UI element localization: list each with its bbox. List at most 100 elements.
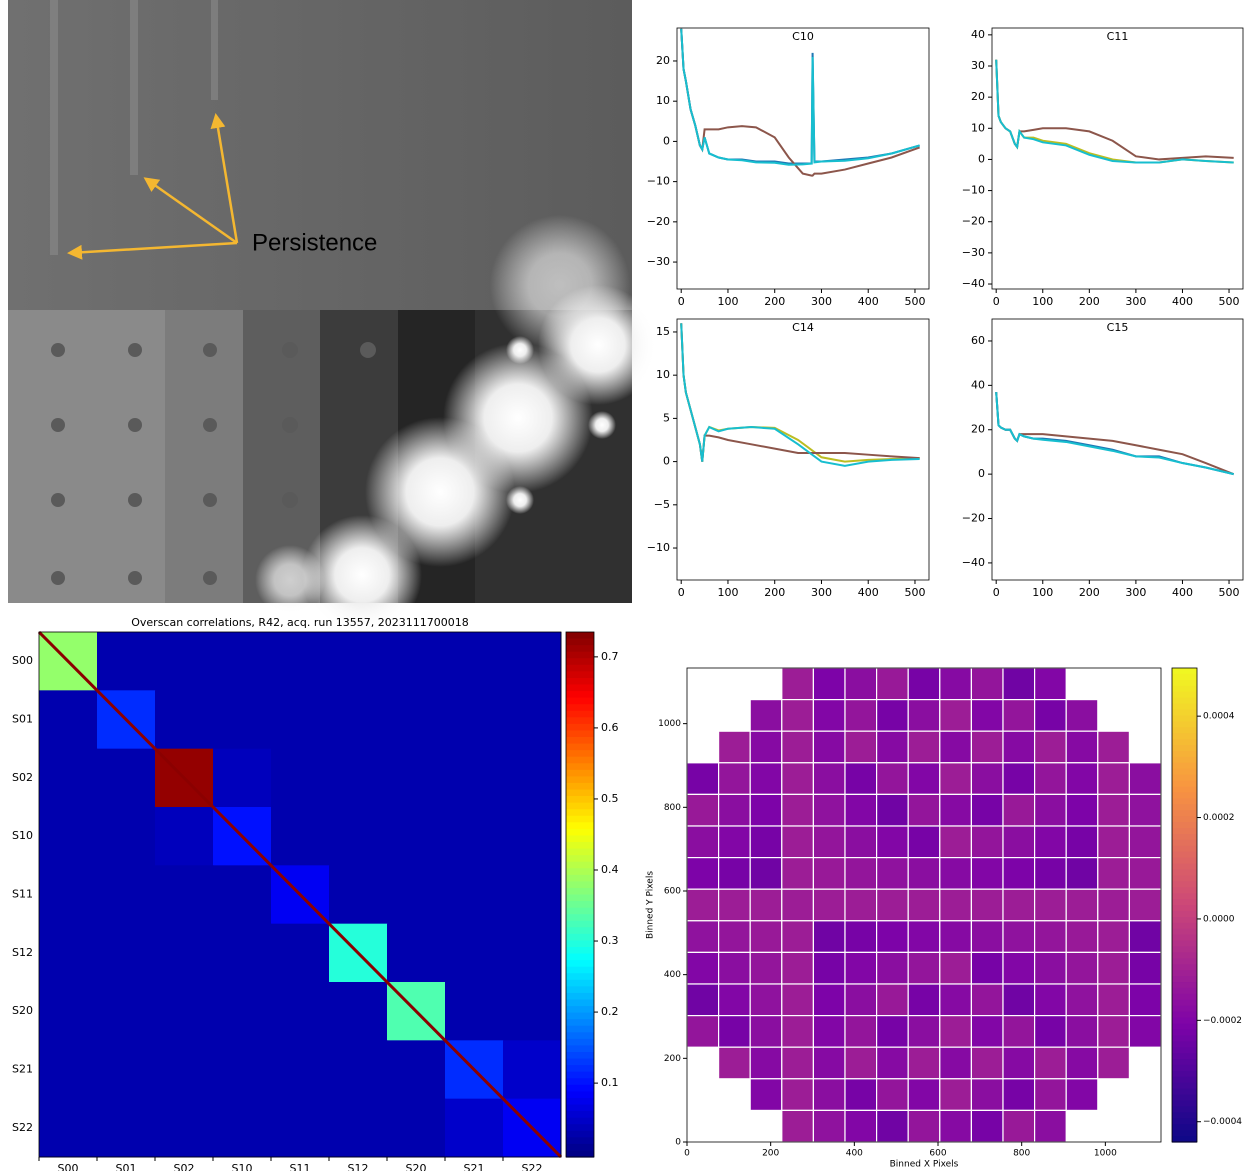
- x-tick-label: 300: [811, 295, 832, 308]
- colorbar-slice: [1172, 863, 1197, 871]
- heatmap-cell: [155, 982, 214, 1041]
- colorbar-slice: [566, 1117, 594, 1125]
- axes-frame: [676, 27, 930, 290]
- y-tick-label: −20: [962, 512, 985, 525]
- heatmap-cell: [39, 748, 98, 808]
- sensor-tile: [781, 1014, 814, 1048]
- heatmap-cell: [445, 807, 504, 866]
- sensor-tile: [812, 1078, 846, 1112]
- colorbar-slice: [1172, 1130, 1197, 1137]
- y-tick-label: 10: [656, 94, 670, 107]
- heatmap-cell: [387, 807, 446, 866]
- colorbar-frame: [1171, 667, 1198, 1143]
- colorbar-slice: [1172, 1035, 1197, 1042]
- sensor-tile: [749, 762, 783, 795]
- colorbar-slice: [1172, 952, 1197, 959]
- colorbar-slice: [1172, 999, 1197, 1007]
- sensor-tile: [749, 1046, 783, 1080]
- colorbar-slice: [566, 1124, 594, 1132]
- heatmap-cell: [329, 748, 388, 808]
- persistence-image: Persistence: [8, 0, 658, 635]
- sensor-tile: [781, 793, 814, 827]
- sensor-tile: [1002, 793, 1036, 827]
- sensor-tile: [907, 1078, 941, 1112]
- sensor-tile: [970, 888, 1004, 922]
- sensor-tile: [812, 698, 846, 732]
- colorbar-slice: [1172, 1106, 1197, 1113]
- heatmap-cell: [271, 1098, 330, 1158]
- colorbar-slice: [1172, 733, 1197, 740]
- sensor-tile: [907, 667, 941, 701]
- colorbar-slice: [566, 802, 594, 810]
- sensor-tile: [749, 888, 783, 922]
- heatmap-cell: [329, 982, 388, 1041]
- colorbar-slice: [1172, 910, 1197, 918]
- sensor-tile: [717, 1014, 751, 1048]
- sensor-tile: [1097, 856, 1131, 890]
- sensor-tile: [781, 825, 814, 859]
- colorbar-slice: [1172, 1136, 1197, 1143]
- colorbar-slice: [566, 947, 594, 955]
- sensor-tile: [939, 983, 972, 1017]
- colorbar-slice: [566, 907, 594, 915]
- sensor-tile: [1065, 1046, 1099, 1080]
- x-tick-label: S01: [116, 1162, 137, 1171]
- sensor-tile: [1065, 793, 1099, 827]
- sensor-tile: [1128, 856, 1162, 890]
- colorbar-slice: [566, 822, 594, 830]
- sensor-tile: [1002, 1014, 1036, 1048]
- sensor-tile: [939, 1078, 972, 1112]
- sensor-tile: [1002, 1078, 1036, 1112]
- sensor-tile: [749, 983, 783, 1017]
- heatmap-cell: [97, 923, 156, 983]
- colorbar-slice: [566, 664, 594, 672]
- y-tick-label: 30: [971, 59, 985, 72]
- x-tick-label: 200: [764, 586, 785, 599]
- heatmap-cell: [97, 1098, 156, 1158]
- sensor-tile: [970, 698, 1004, 732]
- colorbar-slice: [566, 782, 594, 791]
- sensor-tile: [1033, 856, 1067, 890]
- sensor-tile: [1033, 762, 1067, 795]
- sensor-tile: [970, 951, 1004, 985]
- sensor-tile: [875, 1109, 909, 1143]
- sensor-tile: [781, 730, 814, 764]
- heatmap-cell: [39, 982, 98, 1041]
- heatmap-cell: [387, 865, 446, 925]
- colorbar-slice: [1172, 1094, 1197, 1102]
- sensor-tile: [939, 1014, 972, 1048]
- sensor-tile: [781, 983, 814, 1017]
- colorbar-slice: [1172, 1041, 1197, 1048]
- heatmap-cell: [329, 865, 388, 925]
- sensor-tile: [1033, 698, 1067, 732]
- series-line: [995, 391, 1234, 476]
- colorbar-slice: [1172, 750, 1197, 758]
- x-tick-label: 100: [1032, 295, 1053, 308]
- sensor-tile: [717, 951, 751, 985]
- colorbar-slice: [566, 756, 594, 764]
- sensor-tile: [939, 1046, 972, 1080]
- colorbar-slice: [566, 815, 594, 823]
- colorbar-slice: [566, 914, 594, 922]
- colorbar-slice: [1172, 1076, 1197, 1084]
- colorbar-slice: [566, 1104, 594, 1112]
- sensor-tile: [781, 1109, 814, 1143]
- colorbar-tick-label: 0.3: [601, 934, 619, 947]
- heatmap-cell: [271, 748, 330, 808]
- sensor-tile: [812, 825, 846, 859]
- colorbar-slice: [566, 1065, 594, 1073]
- heatmap-cell: [213, 982, 272, 1041]
- colorbar-slice: [1172, 827, 1197, 835]
- sensor-tile: [1033, 983, 1067, 1017]
- colorbar-slice: [566, 1084, 594, 1092]
- y-tick-label: −10: [647, 541, 670, 554]
- y-tick-label: S12: [12, 946, 33, 959]
- heatmap-cell: [445, 690, 504, 750]
- colorbar-slice: [1172, 668, 1197, 675]
- colorbar-slice: [1172, 1017, 1197, 1025]
- colorbar-slice: [1172, 816, 1197, 823]
- heatmap-cell: [213, 748, 272, 808]
- colorbar-slice: [1172, 934, 1197, 942]
- colorbar-slice: [1172, 745, 1197, 752]
- sensor-tile: [749, 1078, 783, 1112]
